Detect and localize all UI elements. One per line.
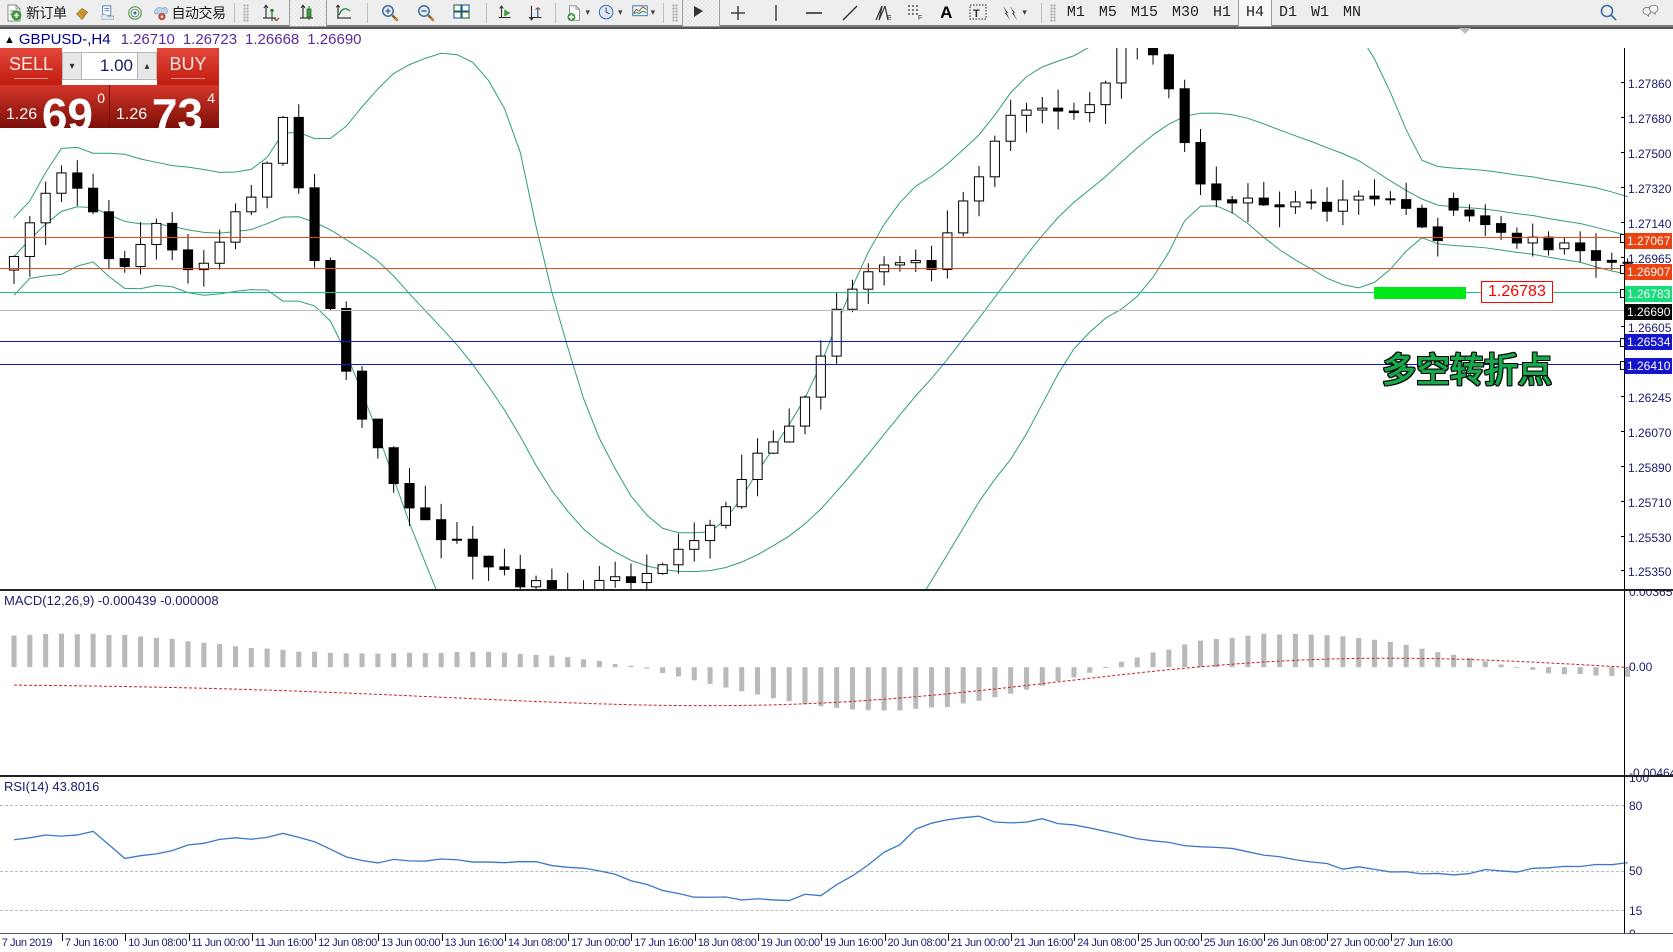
svg-text:T: T [973,8,980,20]
svg-text:F: F [918,15,922,22]
svg-text:E: E [887,15,892,22]
